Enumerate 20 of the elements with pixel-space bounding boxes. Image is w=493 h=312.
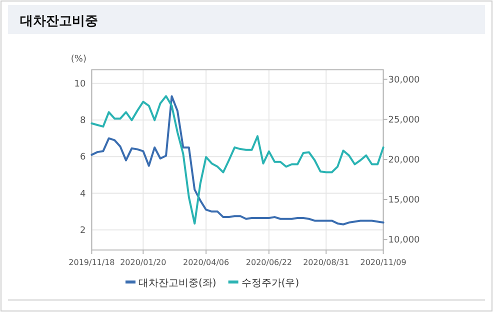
- x-tick-label: 2020/11/09: [360, 258, 406, 267]
- x-tick-label: 2019/11/18: [68, 258, 115, 267]
- x-tick-label: 2020/06/22: [246, 258, 292, 267]
- y-tick-label: 2: [80, 226, 86, 236]
- y2-tick-label: 20,000: [388, 155, 420, 166]
- y-axis-title: (%): [70, 54, 86, 65]
- y2-tick-label: 30,000: [388, 75, 420, 86]
- y2-tick-label: 15,000: [388, 196, 420, 206]
- chart-title: 대차잔고비중: [20, 14, 98, 29]
- y2-tick-label: 25,000: [388, 115, 420, 126]
- y-tick-label: 6: [80, 152, 86, 163]
- y-tick-label: 8: [80, 116, 86, 126]
- x-tick-label: 2020/08/31: [303, 258, 350, 267]
- y2-tick-label: 10,000: [388, 236, 420, 246]
- x-tick-label: 2020/01/20: [120, 258, 166, 267]
- y-tick-label: 10: [74, 79, 86, 90]
- x-tick-label: 2020/04/06: [183, 258, 230, 267]
- legend-label: 대차잔고비중(좌): [138, 278, 216, 289]
- legend-label: 수정주가(우): [241, 278, 300, 289]
- y-tick-label: 4: [80, 189, 86, 200]
